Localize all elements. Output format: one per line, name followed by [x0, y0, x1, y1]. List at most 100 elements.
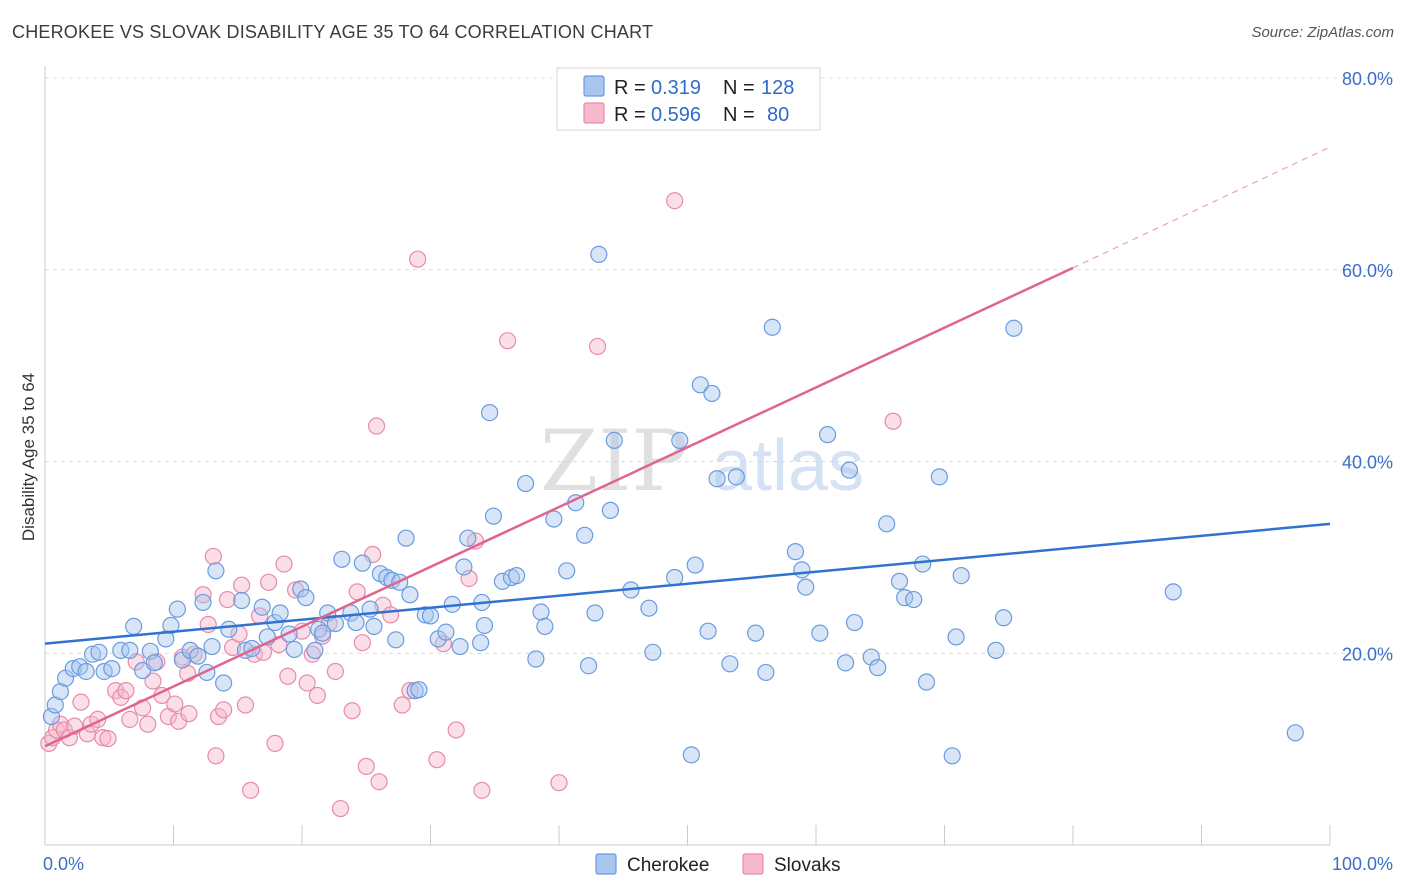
cherokee-point [64, 659, 82, 678]
cherokee-point [536, 617, 554, 636]
cherokee-point [590, 245, 608, 264]
cherokee-point [995, 609, 1013, 627]
cherokee-point [162, 616, 180, 635]
cherokee-trend-line [44, 522, 1331, 645]
slovak-point [144, 672, 162, 690]
cherokee-point [194, 593, 212, 612]
slovak-points [40, 192, 902, 818]
cherokee-point [285, 640, 303, 659]
slovak-point [94, 729, 112, 747]
cherokee-point [103, 659, 121, 678]
trend-lines [44, 146, 1331, 748]
slovak-point [343, 702, 361, 720]
cherokee-point [576, 526, 594, 544]
cherokee-point [437, 623, 455, 641]
slovak-point [275, 555, 293, 573]
cherokee-point [905, 590, 923, 609]
slovak-point [308, 686, 327, 705]
slovak-point [121, 710, 139, 729]
cherokee-point [168, 600, 186, 618]
cherokee-point [914, 555, 932, 573]
cherokee-point [862, 648, 880, 666]
legend-r-label: R = [614, 104, 646, 126]
cherokee-point [271, 604, 289, 622]
slovak-point [447, 721, 465, 739]
cherokee-point [1005, 319, 1023, 337]
x-tick-label: 0.0% [43, 854, 84, 874]
cherokee-point [475, 616, 494, 635]
cherokee-point [378, 568, 396, 587]
slovak-point [279, 667, 297, 685]
cherokee-point [401, 586, 419, 604]
cherokee-point [215, 674, 233, 692]
cherokee-point [671, 431, 689, 450]
cherokee-point [1286, 724, 1304, 742]
slovak-point [382, 606, 400, 624]
slovak-point [298, 674, 316, 692]
bottom-legend-cherokee: Cherokee [627, 855, 709, 876]
slovak-point [236, 696, 255, 714]
cherokee-point [579, 657, 598, 675]
legend-r-value: 0.319 [651, 77, 701, 99]
cherokee-point [545, 510, 563, 528]
legend-swatch-slovak [583, 102, 605, 124]
legend-n-value: 80 [767, 104, 789, 126]
slovak-point [393, 696, 411, 714]
cherokee-point [686, 556, 704, 574]
x-tick-label: 100.0% [1332, 854, 1393, 874]
source-note: Source: ZipAtlas.com [1251, 24, 1394, 41]
slovak-point [218, 590, 237, 609]
watermark: ZIP atlas [540, 412, 864, 510]
cherokee-point [943, 747, 961, 765]
slovak-point [428, 751, 446, 769]
legend: R = 0.319 N = 128 R = 0.596 N = 80 [556, 67, 821, 131]
bottom-legend-slovaks: Slovaks [774, 855, 841, 876]
cherokee-point [763, 318, 781, 336]
axes [44, 66, 1331, 846]
slovak-point [204, 547, 222, 566]
slovak-trend-line [44, 266, 1074, 748]
slovak-point [666, 192, 684, 210]
slovak-trend-extension [1072, 146, 1331, 269]
slovak-point [180, 705, 198, 723]
cherokee-point [1164, 583, 1182, 601]
slovak-point [588, 337, 607, 356]
slovak-point [401, 682, 419, 700]
cherokee-point [125, 617, 143, 636]
cherokee-point [640, 599, 658, 617]
grid-lines [45, 77, 1393, 654]
legend-swatch-cherokee [583, 75, 605, 97]
legend-r-value: 0.596 [651, 104, 701, 126]
cherokee-point [666, 568, 684, 587]
cherokee-point [516, 474, 535, 493]
cherokee-point [947, 628, 965, 646]
slovak-point [409, 250, 427, 268]
cherokee-point [952, 566, 970, 585]
legend-n-value: 128 [761, 77, 794, 99]
cherokee-point [869, 659, 887, 677]
cherokee-point [455, 558, 473, 576]
cherokee-point [786, 543, 805, 561]
cherokee-point [253, 598, 271, 616]
legend-r-label: R = [614, 77, 646, 99]
cherokee-point [220, 620, 238, 638]
cherokee-point [845, 613, 864, 632]
cherokee-point [527, 650, 545, 668]
slovak-point [884, 412, 902, 430]
cherokee-point [365, 617, 383, 636]
slovak-point [331, 799, 350, 818]
cherokee-point [586, 604, 604, 622]
watermark-zip: ZIP [540, 412, 688, 510]
cherokee-point [507, 566, 526, 585]
legend-n-label: N = [723, 77, 755, 99]
cherokee-point [481, 404, 499, 422]
slovak-point [215, 701, 233, 719]
cherokee-point [840, 461, 859, 479]
cherokee-point [878, 515, 896, 533]
y-tick-label: 20.0% [1342, 644, 1393, 664]
y-tick-label: 80.0% [1342, 69, 1393, 89]
slovak-point [550, 774, 568, 792]
slovak-point [166, 695, 184, 713]
cherokee-point [532, 603, 550, 621]
